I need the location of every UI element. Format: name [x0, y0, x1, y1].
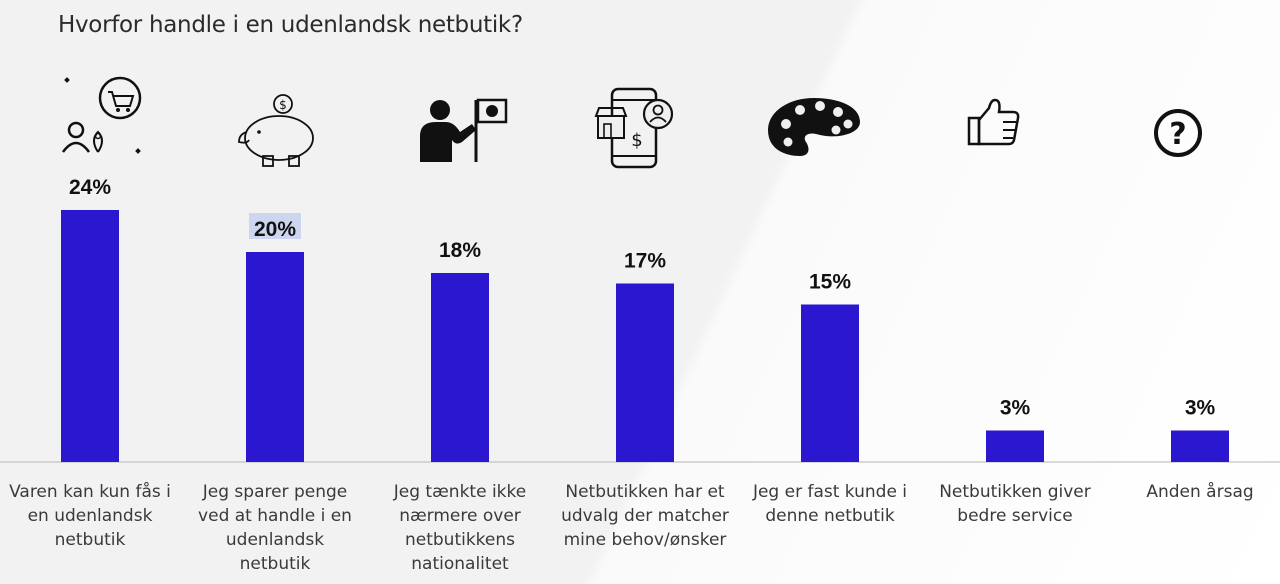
- category-label-6: Netbutikken giver bedre service: [939, 482, 1091, 526]
- category-label-1: Varen kan kun fås i en udenlandsk netbutik: [9, 481, 171, 550]
- category-label-line: netbutik: [240, 554, 311, 574]
- category-label-line: Jeg sparer penge: [202, 482, 347, 502]
- value-label-4: 17%: [624, 250, 666, 273]
- bar-2: [246, 252, 304, 462]
- bar-5: [801, 304, 859, 462]
- category-label-line: netbutik: [55, 530, 126, 550]
- category-label-line: en udenlandsk: [28, 506, 153, 526]
- value-label-2: 20%: [254, 218, 296, 241]
- value-label-highlight: [249, 213, 301, 239]
- category-label-7: Anden årsag: [1146, 481, 1253, 502]
- bar-7: [1171, 430, 1229, 462]
- palette-icon: [766, 96, 862, 166]
- bar-6: [986, 430, 1044, 462]
- value-label-3: 18%: [439, 239, 481, 262]
- value-label-7: 3%: [1185, 397, 1216, 420]
- value-label-5: 15%: [809, 271, 851, 294]
- svg-text:$: $: [279, 98, 287, 112]
- category-label-4: Netbutikken har et udvalg der matcher mine…: [561, 482, 729, 550]
- question-icon: ?: [1150, 108, 1206, 158]
- mobile-store-icon: $: [592, 86, 676, 170]
- category-label-line: netbutikkens: [405, 530, 515, 550]
- value-label-1: 24%: [69, 176, 111, 199]
- category-label-line: nærmere over: [399, 506, 521, 526]
- svg-text:?: ?: [1169, 117, 1186, 152]
- shopping-location-icon: [58, 72, 148, 162]
- value-label-6: 3%: [1000, 397, 1031, 420]
- category-label-line: mine behov/ønsker: [564, 530, 727, 550]
- chart-title: Hvorfor handle i en udenlandsk netbutik?: [58, 12, 523, 38]
- piggy-bank-icon: $: [235, 90, 319, 170]
- category-label-5: Jeg er fast kunde i denne netbutik: [752, 482, 907, 526]
- bar-4: [616, 283, 674, 462]
- person-flag-icon: [418, 96, 510, 166]
- category-label-line: denne netbutik: [765, 506, 895, 526]
- category-label-line: Netbutikken har et: [565, 482, 725, 502]
- category-label-line: Anden årsag: [1146, 481, 1253, 502]
- category-label-line: nationalitet: [411, 554, 509, 574]
- category-label-2: Jeg sparer penge ved at handle i en udenla…: [198, 482, 352, 574]
- category-label-3: Jeg tænkte ikke nærmere over netbutikkens n…: [393, 482, 526, 574]
- category-label-line: bedre service: [957, 506, 1072, 526]
- bar-3: [431, 273, 489, 462]
- category-label-line: Netbutikken giver: [939, 482, 1091, 502]
- category-label-line: udenlandsk: [226, 530, 324, 550]
- category-label-line: ved at handle i en: [198, 506, 352, 526]
- svg-text:$: $: [631, 130, 642, 151]
- category-label-line: Jeg tænkte ikke: [393, 482, 526, 502]
- thumbs-up-icon: [966, 96, 1020, 150]
- category-label-line: Varen kan kun fås i: [9, 481, 171, 502]
- bar-1: [61, 210, 119, 462]
- category-label-line: Jeg er fast kunde i: [752, 482, 907, 502]
- category-label-line: udvalg der matcher: [561, 506, 729, 526]
